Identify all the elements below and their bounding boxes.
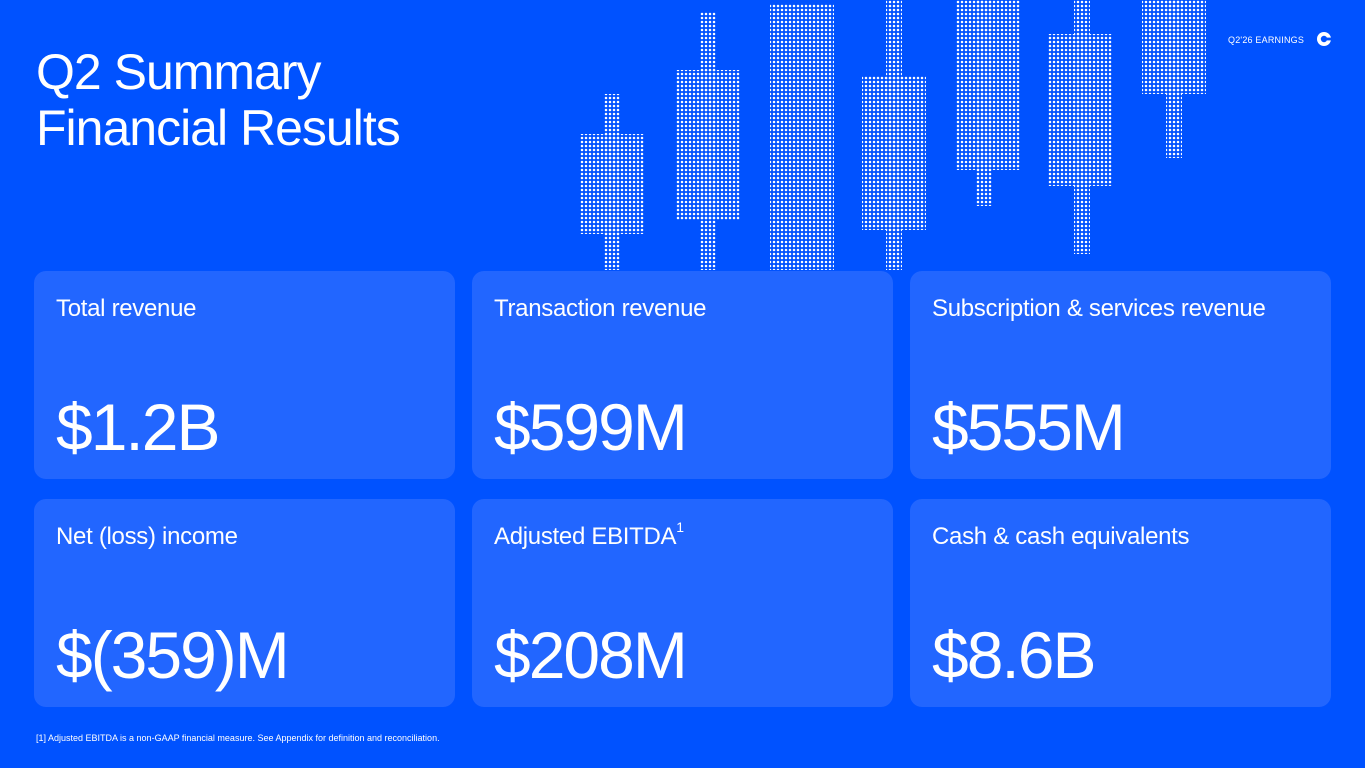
page-title: Q2 Summary Financial Results: [36, 44, 401, 156]
metric-value: $599M: [494, 390, 688, 464]
metric-label-container: Adjusted EBITDA1: [494, 519, 684, 551]
candle-5-body: [956, 0, 1020, 170]
metric-value: $(359)M: [56, 618, 290, 692]
candle-6-body: [1048, 34, 1112, 186]
metric-card-cash-equivalents: Cash & cash equivalents $8.6B: [910, 499, 1331, 707]
metric-label: Net (loss) income: [56, 523, 238, 550]
candle-1-body: [580, 134, 644, 234]
metric-label: Total revenue: [56, 295, 197, 322]
metric-card-subscription-services-revenue: Subscription & services revenue $555M: [910, 271, 1331, 479]
metric-card-total-revenue: Total revenue $1.2B: [34, 271, 455, 479]
candlestick-decoration: [580, 0, 1206, 270]
coinbase-c-icon: [1317, 32, 1331, 46]
page-title-line-1: Q2 Summary: [36, 44, 322, 100]
metric-value: $8.6B: [932, 618, 1096, 692]
earnings-tag: Q2'26 EARNINGS: [1228, 35, 1305, 45]
footnote-marker: 1: [676, 519, 684, 535]
metric-value: $208M: [494, 618, 688, 692]
candle-4-body: [862, 76, 926, 230]
metric-label: Subscription & services revenue: [932, 295, 1266, 322]
metric-value: $1.2B: [56, 390, 220, 464]
metric-label: Transaction revenue: [494, 295, 707, 322]
metric-value: $555M: [932, 390, 1126, 464]
metric-card-adjusted-ebitda: Adjusted EBITDA1 $208M: [472, 499, 893, 707]
metric-label: Adjusted EBITDA: [494, 523, 677, 550]
footnote: [1] Adjusted EBITDA is a non-GAAP financ…: [36, 733, 440, 743]
candle-7-body: [1142, 0, 1206, 94]
metric-card-net-income: Net (loss) income $(359)M: [34, 499, 455, 707]
candle-2-body: [676, 70, 740, 220]
metric-label: Cash & cash equivalents: [932, 523, 1190, 550]
metric-card-transaction-revenue: Transaction revenue $599M: [472, 271, 893, 479]
page-title-line-2: Financial Results: [36, 100, 401, 156]
candle-3-body: [770, 4, 834, 270]
